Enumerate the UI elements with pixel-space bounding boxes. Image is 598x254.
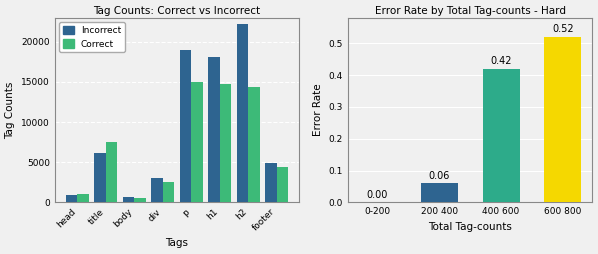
Bar: [544, 37, 581, 202]
Bar: [94, 153, 106, 202]
Bar: [191, 82, 203, 202]
Y-axis label: Tag Counts: Tag Counts: [5, 81, 16, 139]
Title: Error Rate by Total Tag-counts - Hard: Error Rate by Total Tag-counts - Hard: [375, 6, 566, 15]
Bar: [421, 183, 458, 202]
Bar: [77, 194, 89, 202]
Bar: [483, 69, 520, 202]
Y-axis label: Error Rate: Error Rate: [313, 84, 323, 136]
Text: 0.52: 0.52: [552, 24, 573, 34]
Bar: [237, 24, 248, 202]
Legend: Incorrect, Correct: Incorrect, Correct: [59, 22, 125, 52]
Bar: [106, 142, 117, 202]
Bar: [163, 182, 174, 202]
Bar: [208, 57, 219, 202]
X-axis label: Total Tag-counts: Total Tag-counts: [428, 222, 512, 232]
Bar: [219, 84, 231, 202]
Bar: [134, 198, 146, 202]
Text: 0.06: 0.06: [429, 171, 450, 181]
Text: 0.00: 0.00: [367, 190, 388, 200]
Bar: [266, 163, 277, 202]
Bar: [151, 178, 163, 202]
Bar: [277, 167, 288, 202]
Text: 0.42: 0.42: [490, 56, 512, 66]
Bar: [248, 87, 260, 202]
Bar: [66, 195, 77, 202]
X-axis label: Tags: Tags: [166, 239, 188, 248]
Bar: [180, 50, 191, 202]
Title: Tag Counts: Correct vs Incorrect: Tag Counts: Correct vs Incorrect: [93, 6, 261, 15]
Bar: [123, 197, 134, 202]
